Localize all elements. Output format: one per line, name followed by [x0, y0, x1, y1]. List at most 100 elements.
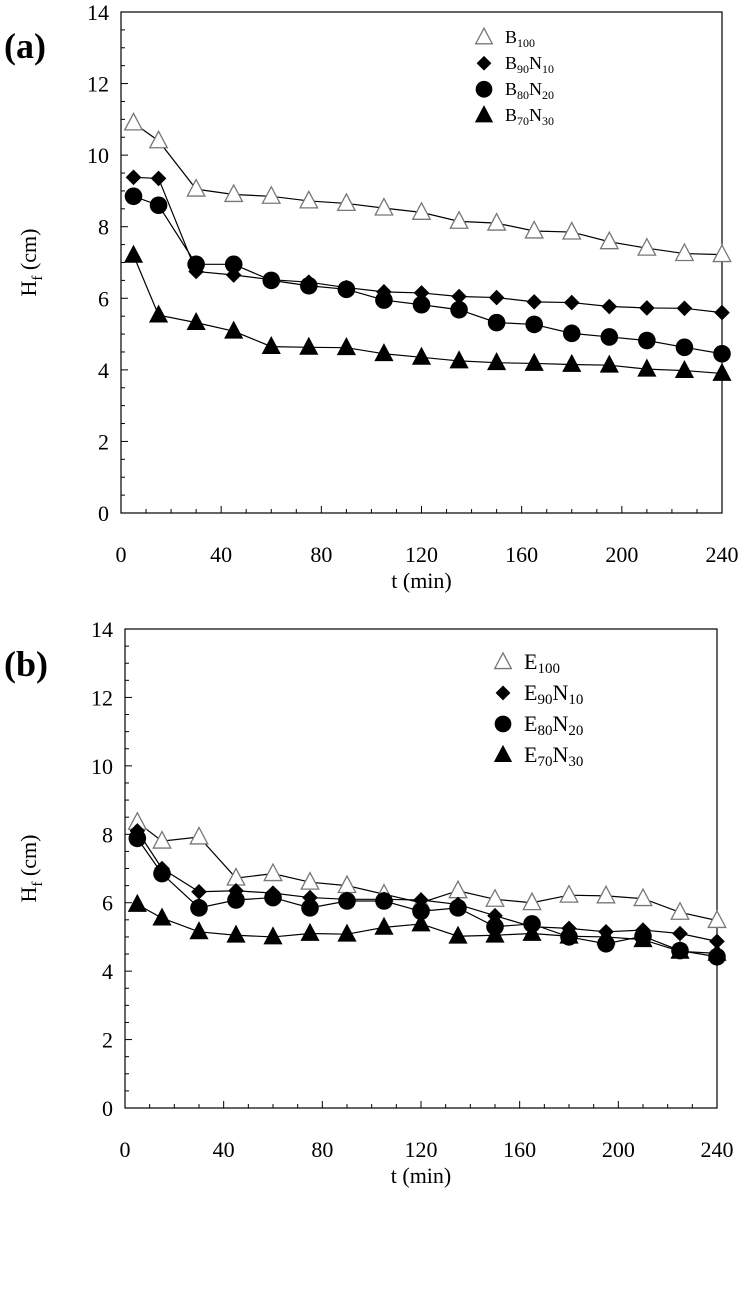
y-tick-label: 10: [91, 754, 113, 779]
data-point: [300, 922, 320, 941]
data-point: [449, 899, 467, 917]
data-point: [224, 255, 243, 274]
y-tick-label: 2: [98, 429, 109, 454]
data-point: [524, 352, 544, 371]
y-tick-label: 14: [87, 0, 109, 25]
data-point: [374, 343, 394, 362]
panel-b: 0 2 4 6 8 10 12 14 0 40 80 120 160 200 240 t (min) Hf (c…: [4, 617, 734, 1188]
data-point: [633, 929, 653, 948]
data-point: [596, 884, 616, 904]
panel-label: (b): [4, 644, 48, 684]
data-point: [487, 352, 507, 371]
data-point: [186, 312, 206, 331]
data-point: [338, 892, 356, 910]
data-point: [633, 887, 653, 907]
legend-label: B100: [505, 27, 535, 50]
data-point: [411, 346, 432, 365]
data-point: [485, 888, 505, 907]
data-point: [451, 288, 467, 305]
series-line: [133, 122, 723, 256]
data-point: [224, 320, 244, 339]
y-tick-label: 10: [87, 143, 109, 168]
data-point: [375, 892, 393, 910]
data-point: [337, 280, 356, 299]
data-point: [450, 300, 468, 319]
y-tick-label: 0: [102, 1096, 113, 1121]
data-point: [674, 359, 695, 379]
legend-label: B70N30: [505, 105, 554, 128]
legend-marker: [495, 685, 511, 701]
y-tick-label: 0: [98, 501, 109, 526]
y-axis-label: Hf (cm): [16, 835, 46, 903]
data-point: [148, 304, 169, 323]
data-point: [152, 907, 172, 926]
data-point: [150, 170, 167, 187]
data-point: [412, 902, 430, 921]
data-point: [488, 289, 505, 306]
data-point: [123, 112, 144, 131]
x-tick-label: 240: [701, 1137, 734, 1162]
data-point: [262, 271, 281, 290]
y-tick-label: 6: [98, 286, 109, 311]
data-point: [300, 871, 320, 890]
data-point: [670, 901, 690, 920]
data-point: [637, 358, 657, 377]
data-point: [190, 899, 208, 917]
data-point: [672, 925, 688, 942]
data-point: [124, 187, 143, 206]
data-point: [300, 276, 318, 295]
y-tick-label: 4: [98, 358, 109, 383]
data-point: [301, 899, 319, 917]
data-point: [714, 304, 730, 321]
y-axis-label: Hf (cm): [16, 229, 46, 297]
data-point: [374, 197, 394, 216]
x-tick-label: 160: [503, 1137, 536, 1162]
data-point: [123, 244, 144, 263]
y-tick-label: 4: [102, 959, 113, 984]
legend-label: E80N20: [524, 711, 583, 739]
series-E70N30: [127, 893, 727, 961]
x-tick-label: 120: [405, 542, 438, 567]
x-tick-label: 80: [311, 1137, 333, 1162]
legend-marker: [476, 55, 492, 71]
data-point: [525, 315, 543, 334]
y-tick-label: 8: [98, 215, 109, 240]
data-point: [411, 913, 431, 932]
series-B100: [123, 112, 732, 263]
data-point: [337, 874, 357, 894]
plot-frame: [120, 11, 723, 514]
data-point: [713, 344, 731, 363]
data-point: [601, 298, 618, 315]
data-point: [707, 942, 727, 961]
data-point: [522, 891, 542, 911]
data-point: [302, 889, 318, 906]
data-point: [707, 909, 727, 929]
x-tick-label: 200: [602, 1137, 635, 1162]
data-point: [153, 864, 171, 883]
data-point: [152, 830, 172, 849]
panel-label: (a): [4, 26, 46, 66]
data-point: [337, 923, 357, 942]
legend-label: B80N20: [505, 79, 554, 102]
data-point: [676, 300, 693, 317]
y-tick-label: 2: [102, 1028, 113, 1053]
x-axis-label: t (min): [391, 1163, 452, 1188]
data-point: [675, 338, 694, 357]
x-tick-label: 120: [405, 1137, 438, 1162]
data-point: [448, 925, 468, 944]
x-tick-label: 0: [120, 1137, 131, 1162]
data-point: [261, 185, 282, 204]
data-point: [261, 335, 281, 355]
series-line: [132, 255, 723, 375]
legend-marker: [493, 744, 513, 763]
series-B80N20: [124, 187, 731, 363]
data-point: [263, 862, 283, 882]
data-point: [227, 891, 245, 909]
y-tick-label: 12: [87, 72, 109, 97]
data-point: [559, 925, 579, 944]
data-point: [263, 926, 283, 945]
data-point: [449, 350, 469, 369]
legend-label: B90N10: [505, 53, 554, 76]
data-point: [299, 336, 319, 355]
data-point: [191, 883, 207, 900]
